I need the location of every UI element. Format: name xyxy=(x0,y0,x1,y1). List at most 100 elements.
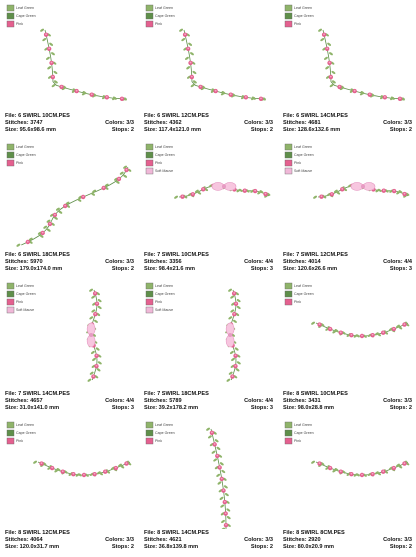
rosebud-center xyxy=(235,302,237,305)
thread-swatch xyxy=(145,151,154,159)
rosebud-center xyxy=(125,168,128,171)
file-name: 7 SWIRL 12CM.PES xyxy=(296,252,348,258)
thread-legend: Leaf Green Cape Green Pink Soft Mauve xyxy=(145,143,175,175)
rosebud-center xyxy=(329,75,332,78)
leaf xyxy=(118,463,122,467)
rosebud-center xyxy=(329,327,332,330)
colors-value: 3/3 xyxy=(126,120,134,126)
design-preview: Leaf Green Cape Green Pink xyxy=(284,4,406,101)
leaf xyxy=(398,190,403,194)
rosebud-center xyxy=(254,189,257,192)
thread-name: Pink xyxy=(16,161,23,165)
design-card: Leaf Green Cape Green Pink File: 6 SWIRL 12… xyxy=(139,0,277,139)
stops-field: Stops: 2 xyxy=(251,544,273,551)
rosebud-center xyxy=(214,89,217,92)
file-field: File: 6 SWIRL 14CM.PES xyxy=(283,113,348,120)
swirl-design xyxy=(311,460,410,478)
size-value: 117.4x121.0 mm xyxy=(158,127,201,133)
swirl-design xyxy=(33,460,132,478)
leaf xyxy=(221,469,226,474)
info-row: Size: 120.0x31.7 mm Stops: 2 xyxy=(5,544,134,551)
stitches-value: 4014 xyxy=(308,259,321,265)
design-info: File: 7 SWIRL 10CM.PES Stitches: 3356 Colo… xyxy=(144,252,273,273)
colors-label: Colors: xyxy=(383,259,403,265)
leaf xyxy=(56,468,61,472)
thread-swatch xyxy=(284,167,293,175)
stops-value: 2 xyxy=(130,127,134,133)
leaf xyxy=(219,496,224,500)
colors-field: Colors: 4/4 xyxy=(244,398,273,405)
thread-swatch xyxy=(145,437,154,445)
rosebud-center xyxy=(114,466,117,469)
leaf xyxy=(120,465,125,469)
thread-name: Cape Green xyxy=(155,431,175,435)
rosebud-center xyxy=(244,96,247,98)
rosebud-center xyxy=(320,195,323,198)
thread-swatch xyxy=(284,151,293,159)
colors-value: 3/3 xyxy=(404,120,412,126)
stops-field: Stops: 2 xyxy=(112,266,134,273)
info-row: Stitches: 3356 Colors: 4/4 xyxy=(144,259,273,266)
stops-value: 2 xyxy=(130,266,134,272)
rosebud-center xyxy=(361,334,363,337)
leaf xyxy=(236,299,241,303)
thread-name: Pink xyxy=(155,161,162,165)
stitches-label: Stitches: xyxy=(144,398,168,404)
colors-value: 3/3 xyxy=(404,398,412,404)
rosebud-center xyxy=(233,292,236,294)
thread-swatch xyxy=(145,12,154,20)
thread-swatch xyxy=(284,290,293,298)
leaf xyxy=(374,471,379,475)
design-info: File: 6 SWIRL 18CM.PES Stitches: 5970 Colo… xyxy=(5,252,134,273)
stops-field: Stops: 2 xyxy=(390,127,412,134)
rosebud-center xyxy=(341,188,344,190)
leaf xyxy=(200,86,205,91)
colors-label: Colors: xyxy=(244,398,264,404)
rosebud-center xyxy=(382,189,385,192)
rosebud-center xyxy=(326,47,329,50)
leaf xyxy=(369,94,374,98)
info-row: Stitches: 4014 Colors: 4/4 xyxy=(283,259,412,266)
design-info: File: 7 SWIRL 14CM.PES Stitches: 4657 Colo… xyxy=(5,391,134,412)
rosebud-center xyxy=(371,472,374,475)
colors-label: Colors: xyxy=(244,259,264,265)
rosebud-center xyxy=(218,466,221,468)
rosebud-center xyxy=(403,323,406,326)
design-info: File: 6 SWIRL 14CM.PES Stitches: 4681 Colo… xyxy=(283,113,412,134)
thread-name: Pink xyxy=(294,161,301,165)
leaf xyxy=(51,84,56,88)
design-preview: Leaf Green Cape Green Pink xyxy=(6,421,132,478)
leaf xyxy=(53,80,58,84)
thread-legend: Leaf Green Cape Green Pink xyxy=(284,282,314,306)
stitches-field: Stitches: 4064 xyxy=(5,537,43,544)
thread-name: Pink xyxy=(294,22,301,26)
leaf xyxy=(228,371,233,375)
rosebud-center xyxy=(224,512,227,515)
rosebud-center xyxy=(61,470,64,473)
stops-label: Stops: xyxy=(389,544,408,550)
rosebud-center xyxy=(353,89,356,92)
leaf xyxy=(213,458,218,462)
info-row: File: 7 SWIRL 10CM.PES xyxy=(144,252,273,259)
leaf xyxy=(230,309,235,313)
rosebud-center xyxy=(264,192,267,195)
colors-value: 3/3 xyxy=(126,259,134,265)
rosebud-center xyxy=(121,97,123,100)
leaf xyxy=(216,473,221,477)
colors-label: Colors: xyxy=(105,259,125,265)
rosebud-center xyxy=(330,192,333,195)
file-field: File: 7 SWIRL 12CM.PES xyxy=(283,252,348,259)
size-label: Size: xyxy=(5,127,19,133)
info-row: File: 6 SWIRL 12CM.PES xyxy=(144,113,273,120)
colors-field: Colors: 4/4 xyxy=(244,259,273,266)
leaf xyxy=(192,70,197,75)
info-row: Size: 98.4x21.6 mm Stops: 3 xyxy=(144,266,273,273)
rosebud-center xyxy=(202,188,205,190)
info-row: Stitches: 5970 Colors: 3/3 xyxy=(5,259,134,266)
leaf xyxy=(236,189,241,193)
design-info: File: 8 SWIRL 8CM.PES Stitches: 2920 Color… xyxy=(283,530,412,551)
thread-swatch xyxy=(6,298,15,306)
stops-field: Stops: 2 xyxy=(390,544,412,551)
size-label: Size: xyxy=(283,405,297,411)
